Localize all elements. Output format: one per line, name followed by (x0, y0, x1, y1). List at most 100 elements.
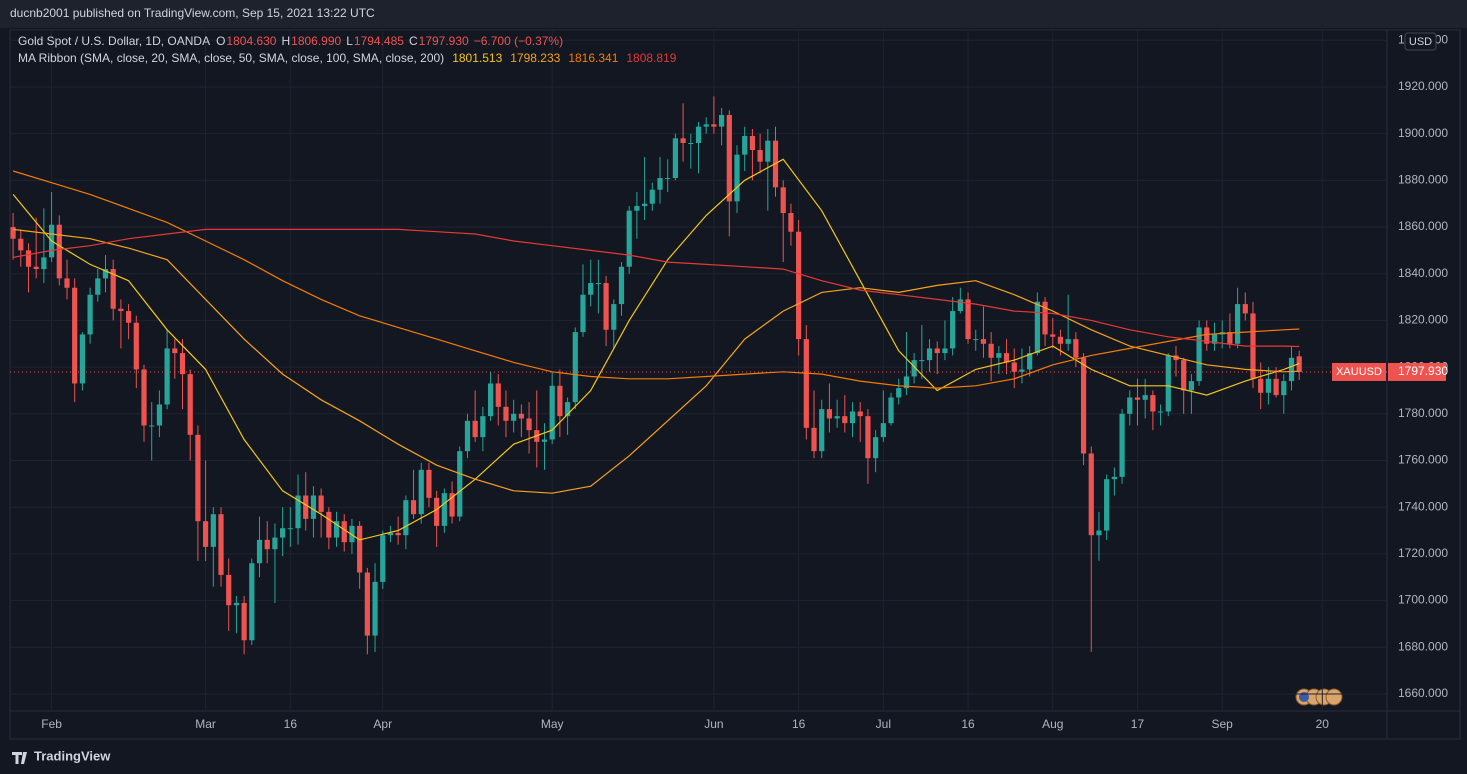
candle-body (665, 178, 671, 180)
last-price-label: 1797.930 (1398, 364, 1448, 378)
candle-body (1234, 304, 1241, 344)
candle-body (788, 213, 794, 232)
candle-body (564, 402, 571, 417)
candle-body (164, 348, 170, 405)
candle-body (1188, 381, 1194, 391)
candle-body (187, 374, 193, 435)
candle-body (156, 404, 163, 426)
candle-body (757, 149, 763, 162)
y-tick-label: 1680.000 (1398, 639, 1448, 653)
legend-ohlc-value: 1806.990 (291, 34, 341, 48)
candle-body (1127, 397, 1133, 414)
y-tick-label: 1820.000 (1398, 313, 1448, 327)
x-tick-label: 17 (1131, 717, 1145, 731)
candle-body (41, 257, 47, 270)
candle-body (233, 602, 240, 606)
candle-body (472, 420, 478, 438)
candle-body (834, 416, 840, 419)
candle-body (957, 299, 963, 312)
candle-body (1281, 381, 1287, 396)
candle-body (557, 385, 563, 417)
legend-ohlc-key: L (346, 34, 353, 48)
candle-body (973, 339, 979, 341)
candle-body (210, 514, 216, 547)
legend-ohlc-value: 1794.485 (354, 34, 404, 48)
candle-body (626, 210, 632, 267)
candle-body (426, 469, 432, 498)
candle-body (1050, 334, 1056, 337)
candle-body (1258, 378, 1264, 393)
candle-body (1211, 334, 1218, 344)
candle-body (203, 521, 209, 547)
candle-body (1034, 301, 1040, 354)
legend-indicator: MA Ribbon (SMA, close, 20, SMA, close, 5… (18, 51, 444, 65)
candle-body (434, 497, 440, 526)
candle-body (457, 451, 463, 517)
candle-body (272, 537, 278, 550)
candle-body (126, 311, 132, 323)
legend-title: Gold Spot / U.S. Dollar, 1D, OANDA (18, 34, 210, 48)
legend-ohlc-key: O (216, 34, 225, 48)
candle-body (495, 383, 501, 407)
candle-body (942, 348, 948, 354)
candle-body (364, 572, 370, 636)
candle-body (133, 322, 139, 370)
candle-body (1019, 369, 1025, 372)
candle-body (526, 418, 532, 431)
candle-body (418, 469, 424, 515)
candle-body (965, 299, 971, 340)
candle-body (595, 283, 601, 285)
candle-body (1142, 395, 1148, 400)
x-tick-label: Jul (876, 717, 891, 731)
events (1295, 688, 1343, 706)
y-tick-label: 1880.000 (1398, 173, 1448, 187)
candle-body (1273, 378, 1279, 396)
candle-body (903, 376, 910, 389)
candle-body (1073, 339, 1079, 358)
y-tick-label: 1720.000 (1398, 546, 1448, 560)
candle-body (572, 332, 578, 403)
candle-body (357, 525, 363, 573)
candle-body (372, 581, 378, 636)
candle-body (56, 224, 62, 279)
candle-body (680, 138, 686, 143)
candle-body (541, 439, 548, 442)
candles (10, 96, 1302, 655)
candle-body (934, 348, 940, 354)
candle-body (1196, 327, 1202, 382)
candle-body (726, 114, 732, 202)
top-bar (0, 0, 1467, 28)
candle-body (303, 495, 309, 519)
legend-ohlc-key: H (281, 34, 290, 48)
candle-body (865, 416, 871, 459)
price-badge (1388, 362, 1446, 381)
x-tick-label: 20 (1316, 717, 1330, 731)
candle-body (72, 287, 78, 384)
legend-change: −6.700 (−0.37%) (474, 34, 563, 48)
event-icon (1325, 688, 1343, 706)
candle-body (1111, 476, 1117, 480)
candle-body (780, 187, 786, 214)
y-tick-label: 1760.000 (1398, 453, 1448, 467)
candle-body (141, 369, 147, 426)
candle-body (911, 360, 917, 377)
frame (9, 29, 1461, 740)
legend-ma-value: 1801.513 (452, 51, 502, 65)
candle-body (318, 495, 324, 512)
candle-body (403, 500, 409, 536)
candle-body (711, 124, 717, 127)
candle-body (1096, 530, 1102, 536)
candle-body (1057, 336, 1064, 344)
candle-body (64, 278, 70, 288)
legend-ma-value: 1816.341 (568, 51, 618, 65)
candle-body (811, 427, 817, 452)
candle-body (280, 528, 286, 538)
candle-body (873, 437, 879, 459)
x-tick-label: 16 (284, 717, 298, 731)
candle-body (249, 563, 255, 641)
y-tick-label: 1900.000 (1398, 126, 1448, 140)
candle-body (226, 574, 232, 606)
candle-body (888, 397, 894, 424)
candle-body (1265, 378, 1271, 393)
